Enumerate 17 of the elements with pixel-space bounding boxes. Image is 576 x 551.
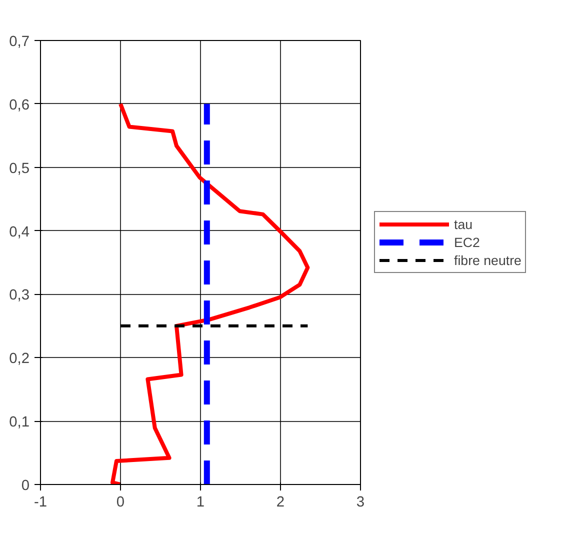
y-tick-label: 0,5 (9, 160, 30, 177)
y-tick-label: 0,7 (9, 34, 30, 50)
text: tau (454, 216, 474, 232)
line-series (110, 102, 310, 484)
y-tick-label: 0,1 (9, 414, 30, 431)
x-tick-label: 2 (276, 494, 285, 510)
y-tick-label: 0,6 (9, 97, 30, 114)
x-tick-label: 0 (116, 494, 125, 510)
text: EC2 (454, 234, 480, 250)
y-tick-label: 0,2 (9, 351, 30, 368)
text: fibre neutre (454, 252, 522, 268)
y-tick-label: 0 (21, 478, 30, 494)
x-tick-label: 3 (356, 494, 365, 510)
y-tick-label: 0,3 (9, 288, 30, 304)
x-tick-label: 1 (196, 494, 205, 510)
x-tick-label: -1 (34, 494, 48, 510)
y-tick-label: 0,4 (9, 224, 30, 240)
